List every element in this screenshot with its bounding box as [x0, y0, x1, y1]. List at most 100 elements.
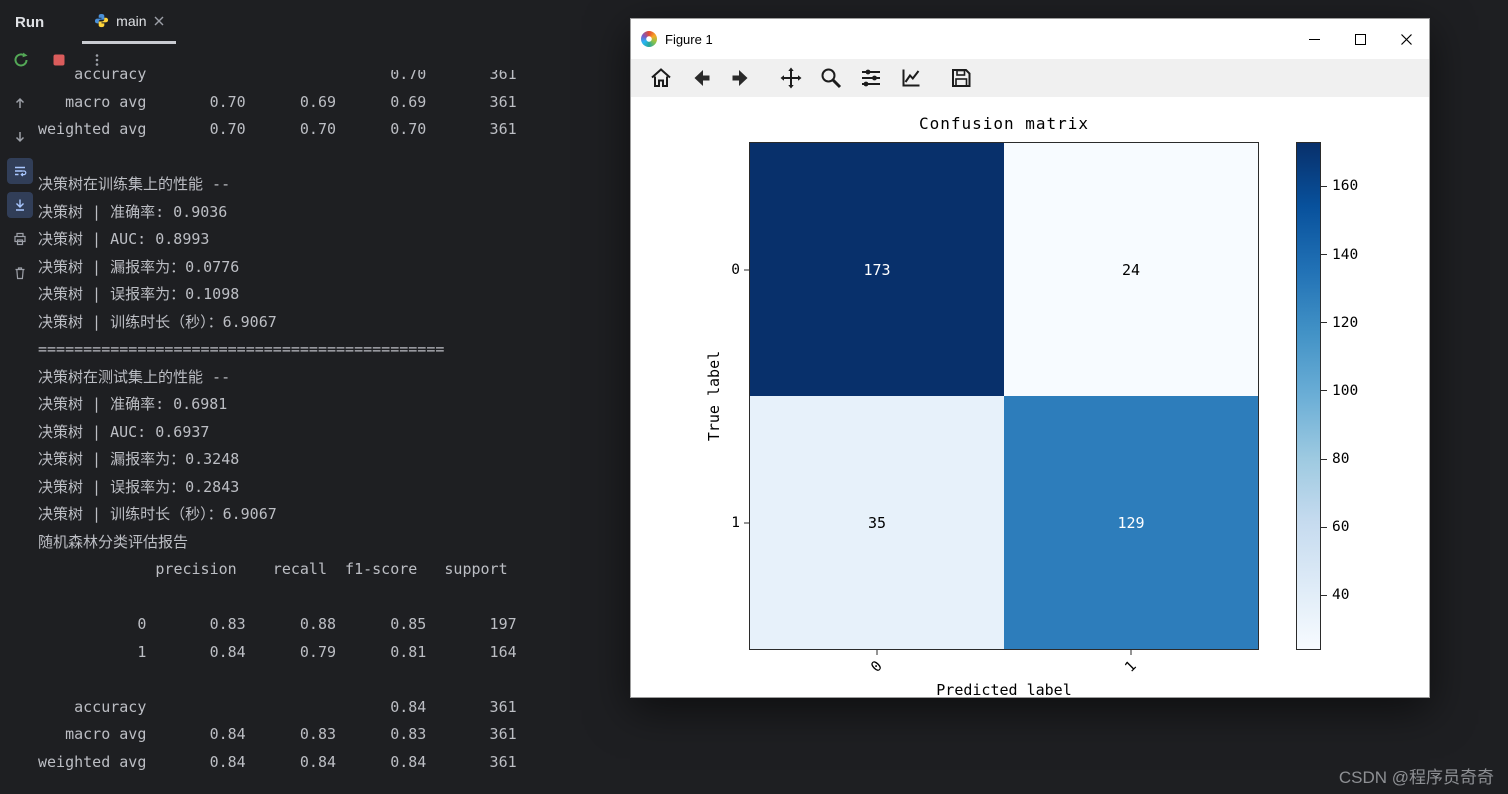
soft-wrap-toggle[interactable] — [7, 158, 33, 184]
colorbar-tick: 160 — [1321, 178, 1358, 194]
stop-button[interactable] — [48, 49, 70, 71]
window-controls — [1291, 19, 1429, 59]
back-button[interactable] — [687, 65, 714, 92]
console-line — [38, 144, 638, 172]
x-axis-label: Predicted label — [936, 681, 1072, 699]
tab-close-icon[interactable] — [154, 16, 164, 26]
colorbar-tick-label: 80 — [1332, 451, 1350, 468]
console-line: 决策树在测试集上的性能 -- — [38, 367, 231, 386]
console-output-inner: accuracy 0.70 361 macro avg 0.70 0.69 0.… — [38, 70, 638, 776]
console-output[interactable]: accuracy 0.70 361 macro avg 0.70 0.69 0.… — [38, 70, 638, 794]
console-line: weighted avg 0.70 0.70 0.70 361 — [38, 120, 517, 138]
console-gutter — [5, 90, 35, 286]
colorbar-tick-mark — [1321, 594, 1327, 596]
zoom-button[interactable] — [817, 65, 844, 92]
console-line: 决策树 | 训练时长（秒）：6.9067 — [38, 505, 277, 523]
console-line: ========================================… — [38, 340, 445, 358]
colorbar-tick-label: 120 — [1332, 314, 1359, 331]
configure-subplots-button[interactable] — [857, 65, 884, 92]
print-icon[interactable] — [7, 226, 33, 252]
colorbar-tick-label: 100 — [1332, 382, 1359, 399]
colorbar-tick-label: 60 — [1332, 519, 1350, 536]
console-line: macro avg 0.84 0.83 0.83 361 — [38, 725, 517, 743]
colorbar-tick-mark — [1321, 526, 1327, 528]
rerun-button[interactable] — [10, 49, 32, 71]
x-tick-mark — [1130, 649, 1132, 655]
axes-area: 173 24 35 129 0 1 0 1 — [731, 142, 1259, 676]
edit-axes-button[interactable] — [897, 65, 924, 92]
clear-console-icon[interactable] — [7, 260, 33, 286]
console-line: 决策树 | AUC: 0.8993 — [38, 230, 210, 248]
tab-main[interactable]: main — [82, 0, 176, 44]
console-line: 决策树 | AUC: 0.6937 — [38, 422, 210, 441]
console-line: 决策树 | 漏报率为：0.3248 — [38, 450, 240, 468]
figure-toolbar — [631, 59, 1429, 97]
console-line: weighted avg 0.84 0.84 0.84 361 — [38, 752, 517, 771]
scroll-up-icon[interactable] — [7, 90, 33, 116]
pan-button[interactable] — [777, 65, 804, 92]
colorbar-tick-mark — [1321, 185, 1327, 187]
run-toolbar — [0, 44, 620, 76]
maximize-button[interactable] — [1337, 19, 1383, 59]
console-line: macro avg 0.70 0.69 0.69 361 — [38, 92, 517, 111]
colorbar-tick-label: 140 — [1332, 246, 1359, 263]
colorbar-tick: 140 — [1321, 247, 1358, 263]
y-tick-mark — [744, 522, 750, 523]
figure-titlebar[interactable]: Figure 1 — [631, 19, 1429, 59]
tab-label: main — [116, 12, 147, 29]
close-icon — [1400, 33, 1412, 45]
console-line: accuracy 0.84 361 — [38, 697, 517, 716]
colorbar-tick-label: 40 — [1332, 587, 1350, 604]
console-line — [38, 666, 638, 694]
maximize-icon — [1354, 33, 1366, 45]
x-tick-label: 1 — [1122, 658, 1140, 676]
console-line — [38, 584, 638, 612]
colorbar-tick: 40 — [1321, 587, 1349, 603]
console-line: 决策树 | 误报率为：0.1098 — [38, 285, 240, 303]
heatmap-cell-0-0: 173 — [750, 143, 1004, 396]
figure-canvas[interactable]: Confusion matrix 173 24 35 129 0 1 0 1 True la… — [631, 97, 1429, 699]
console-line: 决策树 | 准确率: 0.9036 — [38, 202, 228, 221]
close-button[interactable] — [1383, 19, 1429, 59]
x-tick-label: 0 — [868, 658, 886, 676]
y-axis-label: True label — [705, 350, 723, 442]
matplotlib-icon — [641, 31, 657, 47]
chart-title: Confusion matrix — [918, 114, 1090, 133]
heatmap-cell-1-0: 35 — [750, 396, 1004, 649]
colorbar-tick-mark — [1321, 458, 1327, 460]
more-options-icon[interactable] — [86, 49, 108, 71]
forward-button[interactable] — [727, 65, 754, 92]
heatmap-grid: 173 24 35 129 — [750, 143, 1258, 649]
colorbar-tick-mark — [1321, 322, 1327, 324]
figure-window: Figure 1 — [630, 18, 1430, 699]
watermark: CSDN @程序员奇奇 — [1338, 768, 1494, 787]
minimize-button[interactable] — [1291, 19, 1337, 59]
console-line: 决策树 | 训练时长（秒）：6.9067 — [38, 312, 277, 331]
console-line: 随机森林分类评估报告 — [38, 532, 189, 551]
colorbar-tick-mark — [1321, 390, 1327, 392]
colorbar-tick: 80 — [1321, 451, 1349, 467]
heatmap-cell-1-1: 129 — [1004, 396, 1258, 649]
scroll-down-icon[interactable] — [7, 124, 33, 150]
x-tick-mark — [876, 649, 878, 655]
scroll-to-end-toggle[interactable] — [7, 192, 33, 218]
y-tick-mark — [744, 269, 750, 270]
colorbar-tick-mark — [1321, 254, 1327, 255]
colorbar-tick: 120 — [1321, 315, 1358, 331]
colorbar-tick: 100 — [1321, 383, 1358, 399]
console-line: 决策树 | 漏报率为：0.0776 — [38, 257, 240, 276]
colorbar-ticks: 160 140 120 100 80 60 40 — [1321, 142, 1381, 650]
y-tick-label: 1 — [731, 514, 740, 531]
save-button[interactable] — [947, 65, 974, 92]
figure-window-title: Figure 1 — [665, 31, 713, 47]
python-icon — [94, 13, 109, 28]
colorbar-tick-label: 160 — [1332, 178, 1359, 195]
console-line: precision recall f1-score support — [38, 560, 508, 578]
console-line: 决策树在训练集上的性能 -- — [38, 175, 231, 193]
home-button[interactable] — [647, 65, 674, 92]
colorbar-tick: 60 — [1321, 519, 1349, 535]
console-line: 0 0.83 0.88 0.85 197 — [38, 615, 517, 633]
colorbar — [1296, 142, 1321, 650]
console-line: 1 0.84 0.79 0.81 164 — [38, 642, 517, 661]
run-panel-title: Run — [15, 13, 45, 31]
